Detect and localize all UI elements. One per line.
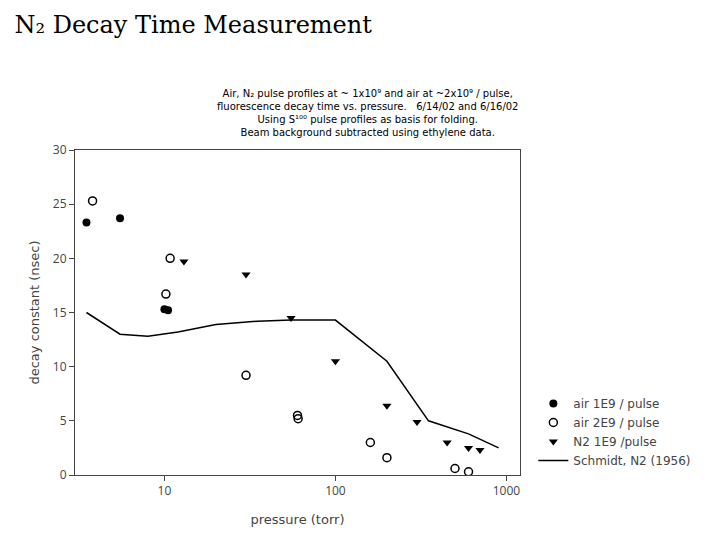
svg-text:5: 5 bbox=[60, 412, 67, 429]
svg-text:25: 25 bbox=[53, 195, 67, 212]
svg-text:N₂ Decay Time Measurement: N₂ Decay Time Measurement bbox=[14, 11, 372, 39]
svg-text:10: 10 bbox=[53, 358, 67, 375]
svg-text:Air, N₂ pulse profiles at ~ 1x: Air, N₂ pulse profiles at ~ 1x10⁹ and ai… bbox=[217, 88, 518, 138]
svg-text:1000: 1000 bbox=[493, 482, 521, 499]
svg-text:30: 30 bbox=[53, 141, 67, 158]
svg-text:20: 20 bbox=[53, 250, 67, 267]
svg-text:pressure (torr): pressure (torr) bbox=[251, 512, 345, 527]
svg-text:air 2E9 / pulse: air 2E9 / pulse bbox=[573, 416, 659, 430]
svg-text:Schmidt, N2 (1956): Schmidt, N2 (1956) bbox=[573, 454, 690, 468]
svg-text:air 1E9 / pulse: air 1E9 / pulse bbox=[573, 397, 659, 411]
svg-text:decay constant (nsec): decay constant (nsec) bbox=[27, 240, 42, 384]
svg-text:N2 1E9 /pulse: N2 1E9 /pulse bbox=[573, 435, 656, 449]
svg-text:0: 0 bbox=[60, 466, 67, 483]
svg-text:15: 15 bbox=[53, 304, 67, 321]
svg-text:100: 100 bbox=[325, 482, 346, 499]
svg-text:10: 10 bbox=[158, 482, 172, 499]
